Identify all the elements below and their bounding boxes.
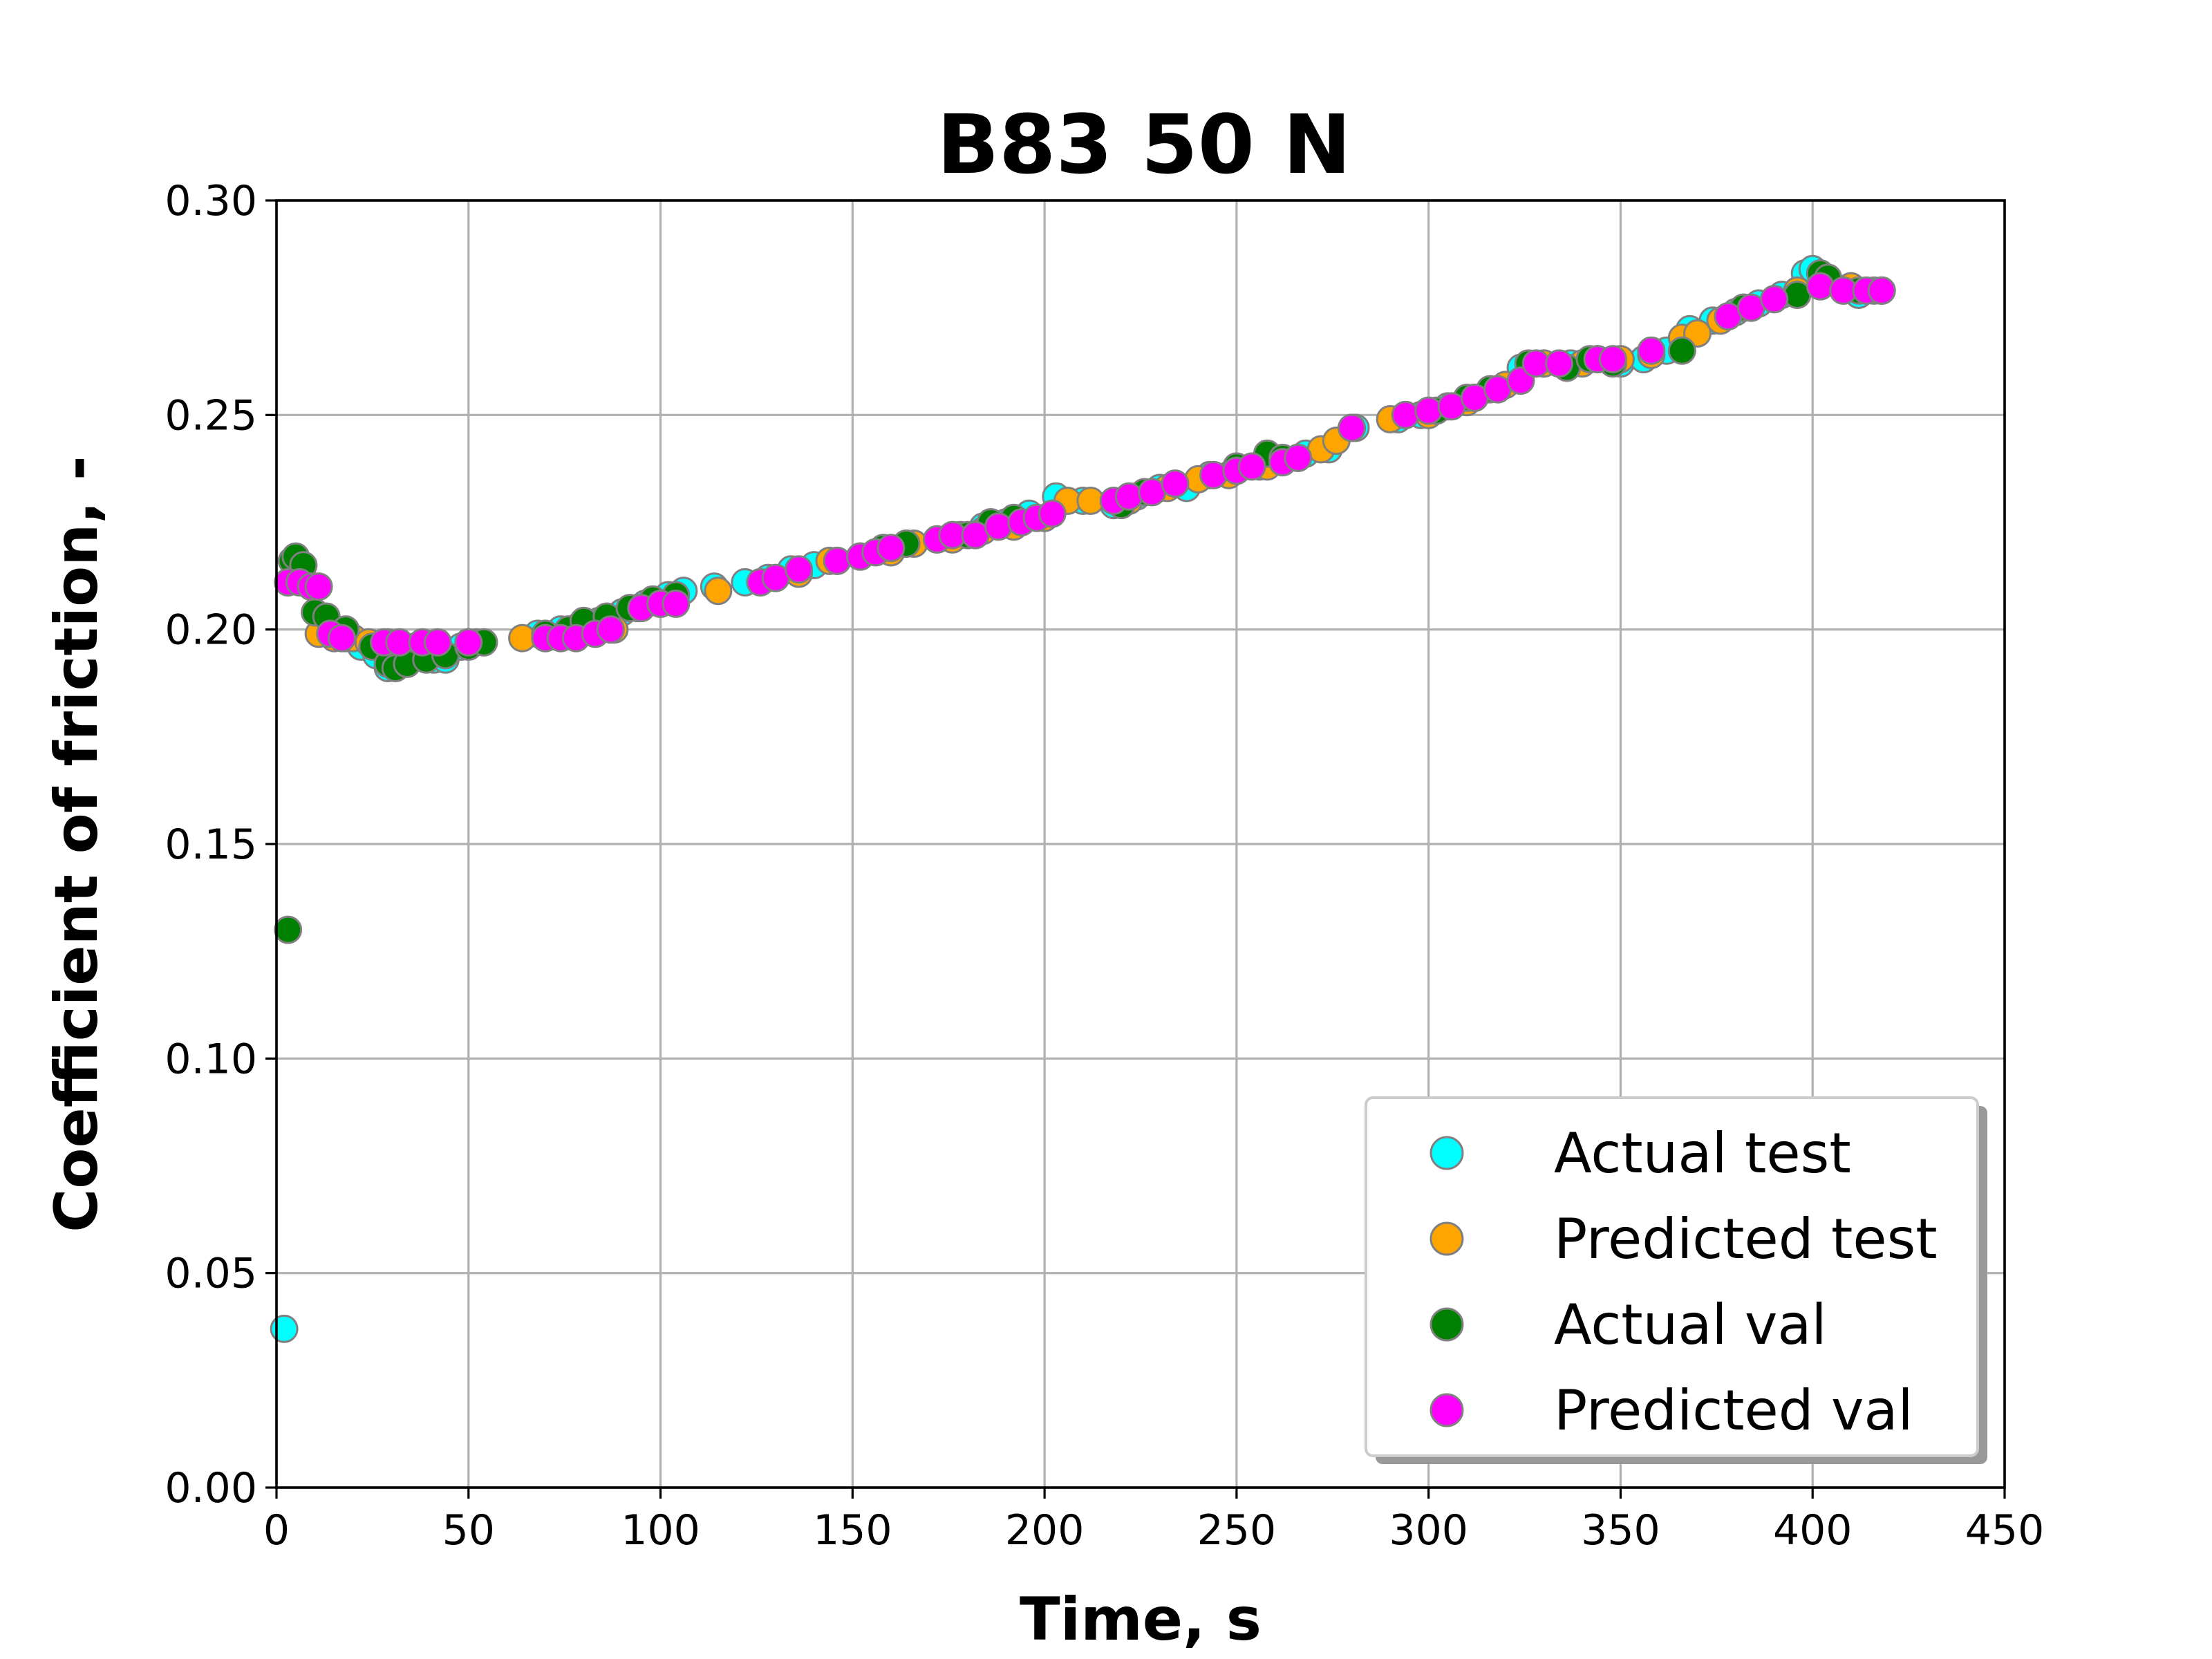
x-tick-label: 350 <box>1581 1506 1660 1555</box>
x-tick-label: 100 <box>621 1506 700 1555</box>
y-tick-label: 0.15 <box>165 821 257 869</box>
data-point <box>704 577 733 606</box>
legend: Actual test Predicted test Actual val Predi… <box>1365 1096 1987 1464</box>
data-points <box>270 254 1896 1343</box>
data-point <box>1161 469 1190 498</box>
data-point <box>1391 400 1420 429</box>
chart-title: B83 50 N <box>937 97 1351 192</box>
data-point <box>327 624 356 653</box>
series-predicted-val <box>274 272 1896 657</box>
data-point <box>270 1314 299 1343</box>
data-point <box>1637 336 1666 365</box>
data-point <box>1545 349 1574 378</box>
axis-ticks: 0 50 100 150 200 250 300 350 400 450 0.00 0.05 0.10 0… <box>165 177 2044 1555</box>
y-tick-label: 0.10 <box>165 1035 257 1083</box>
data-point <box>1667 336 1696 365</box>
data-point <box>1199 460 1228 489</box>
legend-marker <box>1430 1136 1464 1170</box>
data-point <box>662 589 691 618</box>
data-point <box>274 915 303 944</box>
data-point <box>596 615 625 644</box>
x-tick-label: 250 <box>1197 1506 1277 1555</box>
data-point <box>1284 443 1313 472</box>
data-point <box>984 512 1013 541</box>
x-axis-label: Time, s <box>1020 1585 1262 1654</box>
data-point <box>1414 396 1443 425</box>
data-point <box>823 546 852 575</box>
legend-marker <box>1430 1307 1464 1342</box>
data-point <box>423 628 452 657</box>
x-tick-label: 400 <box>1773 1506 1853 1555</box>
legend-box <box>1365 1096 1979 1457</box>
data-point <box>304 572 333 601</box>
legend-marker <box>1430 1221 1464 1256</box>
y-tick-label: 0.20 <box>165 606 257 655</box>
x-tick-label: 200 <box>1005 1506 1085 1555</box>
data-point <box>454 628 483 657</box>
data-point <box>1114 482 1143 511</box>
y-tick-label: 0.00 <box>165 1464 257 1512</box>
data-point <box>1760 285 1789 314</box>
y-tick-label: 0.05 <box>165 1250 257 1298</box>
y-axis-label: Coefficient of friction, - <box>42 456 111 1232</box>
legend-label: Actual test <box>1554 1121 1851 1185</box>
y-tick-label: 0.30 <box>165 177 257 225</box>
data-point <box>1867 276 1896 305</box>
legend-label: Actual val <box>1554 1293 1827 1357</box>
x-tick-label: 50 <box>442 1506 495 1555</box>
data-point <box>1806 272 1835 301</box>
x-tick-label: 450 <box>1965 1506 2045 1555</box>
legend-marker <box>1430 1393 1464 1427</box>
series-predicted-test <box>304 272 1896 661</box>
x-tick-label: 150 <box>813 1506 892 1555</box>
y-tick-label: 0.25 <box>165 391 257 440</box>
x-tick-label: 0 <box>263 1506 290 1555</box>
x-tick-label: 300 <box>1389 1506 1468 1555</box>
data-point <box>785 555 814 584</box>
data-point <box>1598 345 1627 374</box>
data-point <box>1338 413 1367 442</box>
legend-label: Predicted test <box>1554 1207 1938 1271</box>
data-point <box>1038 499 1067 528</box>
legend-label: Predicted val <box>1554 1378 1913 1443</box>
data-point <box>877 534 906 563</box>
data-point <box>1237 452 1266 481</box>
